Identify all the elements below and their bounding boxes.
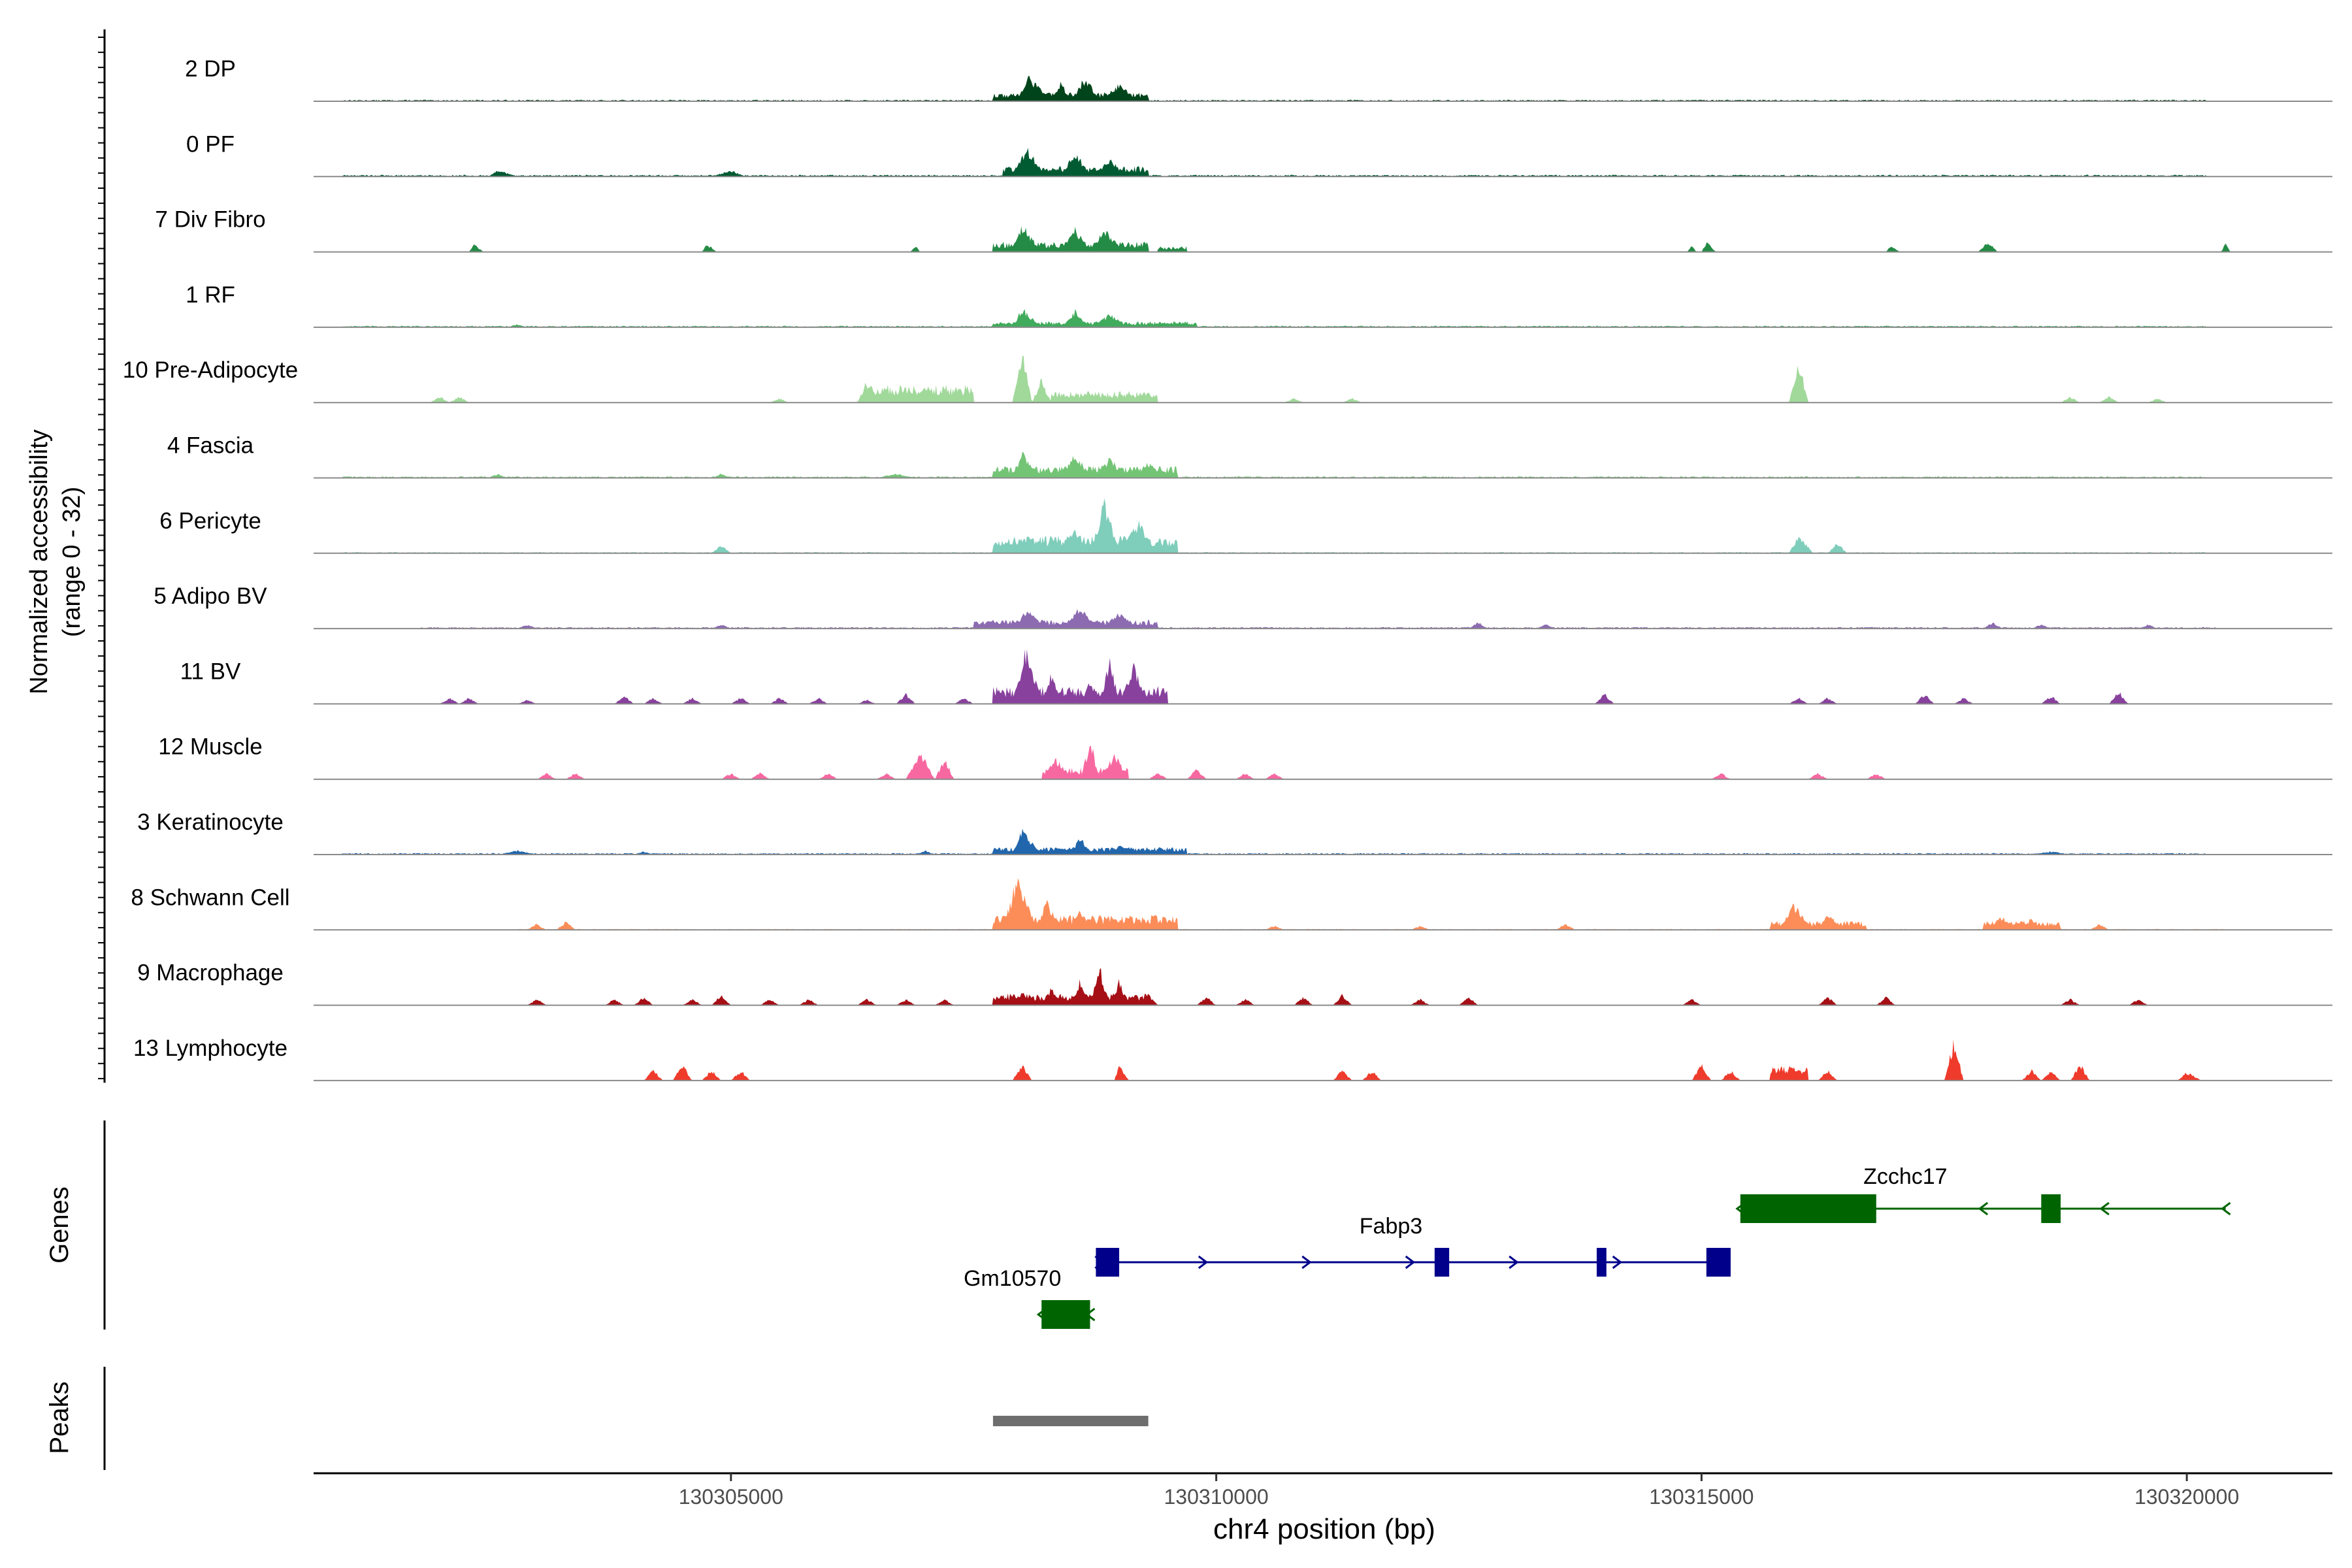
track-8: 5 Adipo BV — [154, 583, 2332, 630]
gene-exon — [1434, 1248, 1450, 1277]
gene-fabp3: Fabp3 — [1094, 1214, 1731, 1277]
coverage-area — [314, 828, 2332, 855]
coverage-tracks: 2 DP 0 PF 7 Div Fibro 1 RF 10 Pre-Adipocyte 4… — [123, 56, 2332, 1081]
x-axis: 130305000 130310000 130315000 130320000 — [314, 1472, 2332, 1509]
track-label: 7 Div Fibro — [155, 207, 265, 233]
strand-arrow-icon — [1198, 1255, 1209, 1269]
gene-zcchc17: Zcchc17 — [1735, 1164, 2231, 1223]
strand-arrow-icon — [1405, 1255, 1416, 1269]
track-7: 6 Pericyte — [159, 498, 2332, 554]
track-label: 8 Schwann Cell — [131, 885, 289, 910]
y-axis-label-range: (range 0 - 32) — [58, 487, 86, 637]
strand-arrow-icon — [2221, 1201, 2231, 1216]
x-tick-label: 130310000 — [1164, 1485, 1269, 1509]
strand-arrow-icon — [1509, 1255, 1519, 1269]
track-14: 13 Lymphocyte — [133, 1036, 2332, 1081]
track-label: 0 PF — [186, 131, 235, 157]
strand-arrow-icon — [2099, 1201, 2110, 1216]
gene-exon — [2041, 1194, 2061, 1223]
x-tick-label: 130315000 — [1649, 1485, 1754, 1509]
coverage-area — [314, 451, 2332, 478]
strand-arrow-icon — [1301, 1255, 1312, 1269]
track-label: 12 Muscle — [158, 734, 263, 760]
track-label: 5 Adipo BV — [154, 583, 267, 609]
gene-exon — [1706, 1248, 1731, 1277]
genes-panel-label: Genes — [45, 1186, 74, 1264]
coverage-area — [314, 1039, 2332, 1081]
coverage-area — [314, 75, 2332, 101]
coverage-area — [314, 355, 2332, 403]
y-axis-label: Normalized accessibility — [25, 429, 53, 694]
track-6: 4 Fascia — [167, 433, 2332, 479]
peaks-panel-label: Peaks — [45, 1381, 74, 1454]
track-label: 9 Macrophage — [137, 960, 284, 986]
x-axis-label: chr4 position (bp) — [1213, 1513, 1435, 1545]
track-label: 3 Keratinocyte — [137, 809, 284, 835]
gene-exon — [1596, 1248, 1607, 1277]
x-tick-label: 130320000 — [2134, 1485, 2239, 1509]
track-5: 10 Pre-Adipocyte — [123, 355, 2332, 404]
track-12: 8 Schwann Cell — [131, 878, 2332, 931]
gene-exon — [1041, 1300, 1090, 1329]
gene-gm10570: Gm10570 — [964, 1266, 1096, 1329]
x-tick-label: 130305000 — [679, 1485, 783, 1509]
strand-arrow-icon — [1612, 1255, 1623, 1269]
coverage-area — [314, 309, 2332, 327]
track-10: 12 Muscle — [158, 734, 2332, 780]
gene-label: Fabp3 — [1360, 1214, 1422, 1239]
gene-label: Zcchc17 — [1863, 1164, 1948, 1189]
strand-arrow-icon — [1978, 1201, 1989, 1216]
track-label: 10 Pre-Adipocyte — [123, 357, 298, 383]
track-9: 11 BV — [180, 649, 2332, 705]
track-label: 4 Fascia — [167, 433, 254, 459]
track-2: 0 PF — [186, 131, 2332, 178]
gene-exon — [1740, 1194, 1876, 1223]
coverage-area — [314, 968, 2332, 1005]
peaks-panel — [992, 1416, 1149, 1426]
track-label: 13 Lymphocyte — [133, 1036, 287, 1061]
coverage-area — [314, 649, 2332, 704]
track-label: 1 RF — [186, 282, 235, 308]
genes-panel: Fabp3 Zcchc17 Gm10570 — [964, 1164, 2231, 1329]
track-label: 6 Pericyte — [159, 508, 261, 534]
coverage-area — [314, 498, 2332, 553]
track-4: 1 RF — [186, 282, 2332, 328]
coverage-area — [314, 148, 2332, 177]
coverage-area — [314, 226, 2332, 252]
gene-label: Gm10570 — [964, 1266, 1061, 1291]
coverage-area — [314, 745, 2332, 779]
coverage-y-axis — [98, 29, 106, 1083]
track-11: 3 Keratinocyte — [137, 809, 2332, 855]
coverage-area — [314, 609, 2332, 629]
track-label: 2 DP — [185, 56, 236, 82]
track-13: 9 Macrophage — [137, 960, 2332, 1006]
gene-exon — [1096, 1248, 1120, 1277]
coverage-area — [314, 878, 2332, 930]
track-label: 11 BV — [180, 659, 241, 684]
track-1: 2 DP — [185, 56, 2332, 102]
peak-region — [992, 1416, 1149, 1426]
track-3: 7 Div Fibro — [155, 207, 2332, 253]
